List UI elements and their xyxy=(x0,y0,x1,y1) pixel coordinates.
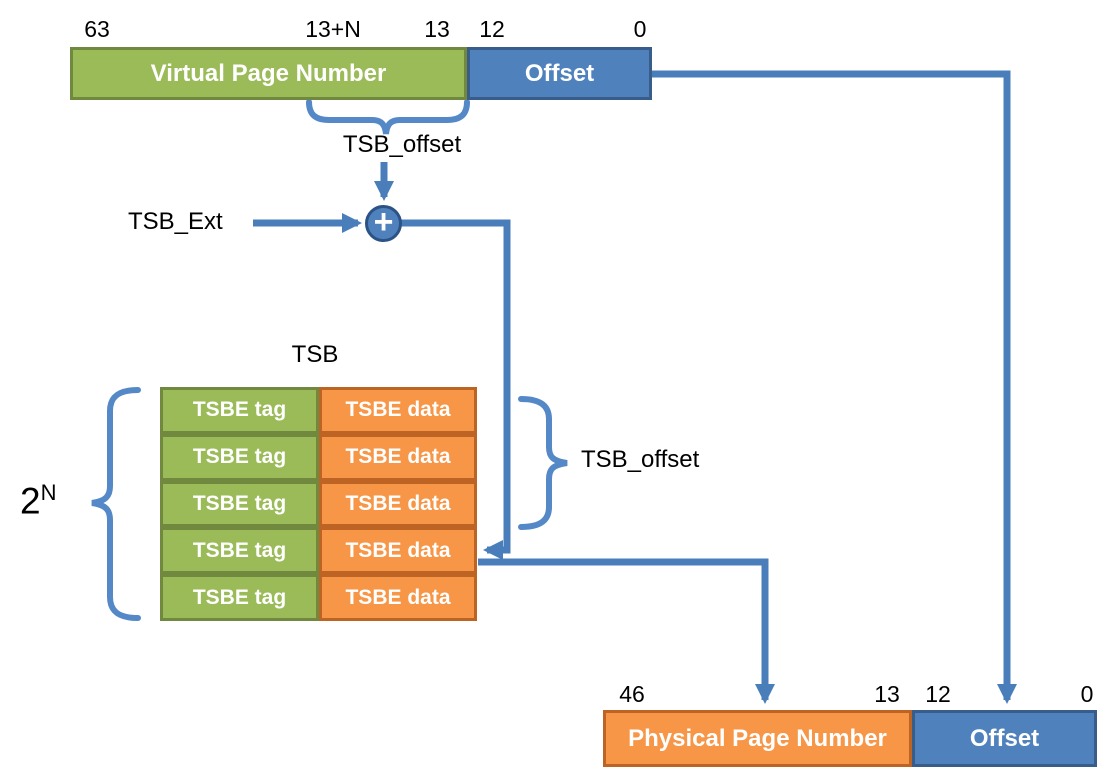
va-bit-13n: 13+N xyxy=(305,16,361,42)
virtual-page-number-label: Virtual Page Number xyxy=(150,59,387,87)
arrow-tsbe-data-to-ppn xyxy=(478,558,775,704)
pa-bit-13: 13 xyxy=(874,681,900,707)
arrow-adder-to-tsb-row4 xyxy=(401,219,511,560)
tsb-title: TSB xyxy=(291,341,339,368)
va-bit-13: 13 xyxy=(424,16,450,42)
physical-page-number-box: Physical Page Number xyxy=(603,710,912,767)
tsb-row: TSBE tag TSBE data xyxy=(160,433,477,481)
physical-page-number-label: Physical Page Number xyxy=(628,724,887,752)
tsb-ext-label: TSB_Ext xyxy=(128,208,223,235)
tsbe-tag-cell: TSBE tag xyxy=(160,387,319,434)
tsb-row: TSBE tag TSBE data xyxy=(160,480,477,528)
tsb-size-brace xyxy=(91,387,141,621)
plus-symbol: + xyxy=(373,202,394,241)
pa-offset-box: Offset xyxy=(912,710,1097,767)
tsb-offset-label-top: TSB_offset xyxy=(342,131,462,158)
tsbe-data-cell: TSBE data xyxy=(319,480,477,528)
tsb-size-label: 2N xyxy=(20,480,56,522)
adder-plus-icon: + xyxy=(365,205,402,242)
tsb-offset-label-right: TSB_offset xyxy=(581,446,700,473)
va-bit-12: 12 xyxy=(479,16,505,42)
tsb-offset-underbrace xyxy=(306,99,470,135)
tsb-size-base: 2 xyxy=(20,480,41,522)
tsb-row: TSBE tag TSBE data xyxy=(160,574,477,621)
tsb-row: TSBE tag TSBE data xyxy=(160,527,477,575)
va-bit-63: 63 xyxy=(84,16,110,42)
tsbe-data-cell: TSBE data xyxy=(319,387,477,434)
virtual-page-number-box: Virtual Page Number xyxy=(70,47,467,100)
tsb-row: TSBE tag TSBE data xyxy=(160,387,477,434)
pa-bit-46: 46 xyxy=(619,681,645,707)
arrow-va-offset-to-pa-offset xyxy=(652,70,1017,704)
tsbe-data-cell: TSBE data xyxy=(319,527,477,575)
tsbe-tag-cell: TSBE tag xyxy=(160,574,319,621)
tsb-table: TSBE tag TSBE data TSBE tag TSBE data TS… xyxy=(160,387,477,621)
tsbe-data-cell: TSBE data xyxy=(319,574,477,621)
pa-bit-12: 12 xyxy=(925,681,951,707)
va-offset-label: Offset xyxy=(524,59,595,87)
pa-bit-0: 0 xyxy=(1080,681,1094,707)
va-bit-0: 0 xyxy=(633,16,647,42)
tsb-size-exponent: N xyxy=(40,480,57,505)
va-offset-box: Offset xyxy=(467,47,652,100)
pa-offset-label: Offset xyxy=(969,724,1040,752)
tsbe-tag-cell: TSBE tag xyxy=(160,527,319,575)
tsbe-tag-cell: TSBE tag xyxy=(160,433,319,481)
tsbe-data-cell: TSBE data xyxy=(319,433,477,481)
tsbe-tag-cell: TSBE tag xyxy=(160,480,319,528)
tsb-offset-brace-right xyxy=(518,396,568,530)
